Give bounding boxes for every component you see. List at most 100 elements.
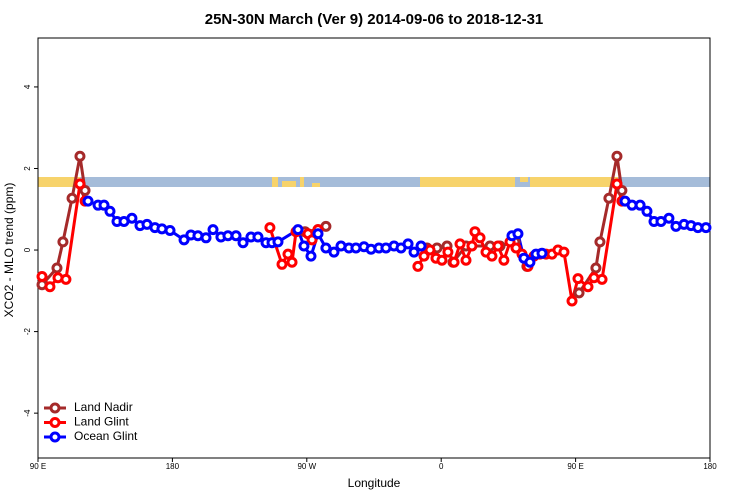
land-band [272, 177, 278, 187]
data-point [573, 287, 585, 299]
land-band [38, 177, 80, 187]
legend-label: Land Nadir [74, 400, 133, 414]
land-band [300, 177, 304, 187]
data-point [454, 238, 466, 250]
data-point [292, 224, 304, 236]
ocean-band [38, 177, 710, 187]
y-tick-label: 2 [23, 166, 32, 171]
data-point [66, 192, 78, 204]
land-mask-band [38, 177, 710, 187]
y-axis-title: XCO2 - MLO trend (ppm) [2, 183, 16, 318]
legend-marker [49, 431, 61, 443]
data-point [74, 150, 86, 162]
chart-title: 25N-30N March (Ver 9) 2014-09-06 to 2018… [205, 11, 544, 28]
data-point [60, 273, 72, 285]
x-axis-title: Longitude [348, 476, 401, 490]
data-point [164, 224, 176, 236]
y-tick-label: -2 [23, 327, 32, 335]
data-point [466, 240, 478, 252]
data-point [448, 256, 460, 268]
data-point [207, 224, 219, 236]
data-point [611, 178, 623, 190]
data-point [582, 281, 594, 293]
series-line [40, 155, 624, 294]
land-band [282, 181, 296, 187]
data-point [305, 250, 317, 262]
data-point [572, 273, 584, 285]
data-point [286, 256, 298, 268]
data-point [200, 232, 212, 244]
legend-label: Land Glint [74, 415, 129, 429]
x-tick-label: 180 [166, 462, 180, 471]
data-point [104, 205, 116, 217]
data-point [634, 199, 646, 211]
data-point [596, 273, 608, 285]
data-point [272, 236, 284, 248]
series-line [40, 183, 624, 302]
land-band [420, 177, 515, 187]
land-band [312, 183, 320, 187]
data-point [276, 258, 288, 270]
data-point [252, 231, 264, 243]
data-point [126, 212, 138, 224]
data-point [408, 246, 420, 258]
x-tick-label: 90 W [297, 462, 316, 471]
data-point [298, 240, 310, 252]
legend-marker [49, 417, 61, 428]
land-band [530, 177, 618, 187]
data-point [264, 222, 276, 234]
data-point [74, 178, 86, 190]
land-band [520, 177, 528, 182]
data-point [44, 281, 56, 293]
data-point [328, 246, 340, 258]
data-point [590, 262, 602, 274]
data-point [320, 242, 332, 254]
x-tick-label: 180 [703, 462, 717, 471]
data-point [424, 244, 436, 256]
data-point [603, 192, 615, 204]
y-tick-label: 4 [23, 84, 32, 89]
data-point [641, 205, 653, 217]
x-tick-label: 90 E [567, 462, 583, 471]
data-point [178, 234, 190, 246]
data-point [418, 250, 430, 262]
data-point [282, 248, 294, 260]
data-point [415, 240, 427, 252]
y-tick-label: -4 [23, 409, 32, 417]
data-point [492, 240, 504, 252]
data-point [51, 262, 63, 274]
data-point [442, 246, 454, 258]
data-point [57, 236, 69, 248]
x-tick-label: 0 [439, 462, 444, 471]
data-point [486, 250, 498, 262]
data-point [566, 295, 578, 307]
legend-marker [49, 402, 61, 414]
data-point [512, 228, 524, 240]
y-tick-label: 0 [23, 247, 32, 252]
x-tick-label: 90 E [30, 462, 46, 471]
data-point [663, 212, 675, 224]
data-point [306, 234, 318, 246]
data-point [402, 238, 414, 250]
data-point [412, 260, 424, 272]
data-point [436, 254, 448, 266]
data-point [536, 247, 548, 259]
data-point [460, 254, 472, 266]
data-point [98, 199, 110, 211]
data-point [498, 254, 510, 266]
plot-frame [37, 37, 711, 459]
data-point [558, 246, 570, 258]
data-point [510, 242, 522, 254]
data-point [237, 237, 249, 249]
data-point [312, 228, 324, 240]
data-point [594, 236, 606, 248]
data-point [230, 230, 242, 242]
legend-label: Ocean Glint [74, 429, 138, 443]
data-point [82, 195, 94, 207]
data-point [700, 222, 712, 234]
data-point [611, 150, 623, 162]
data-point [474, 232, 486, 244]
data-point [524, 256, 536, 268]
